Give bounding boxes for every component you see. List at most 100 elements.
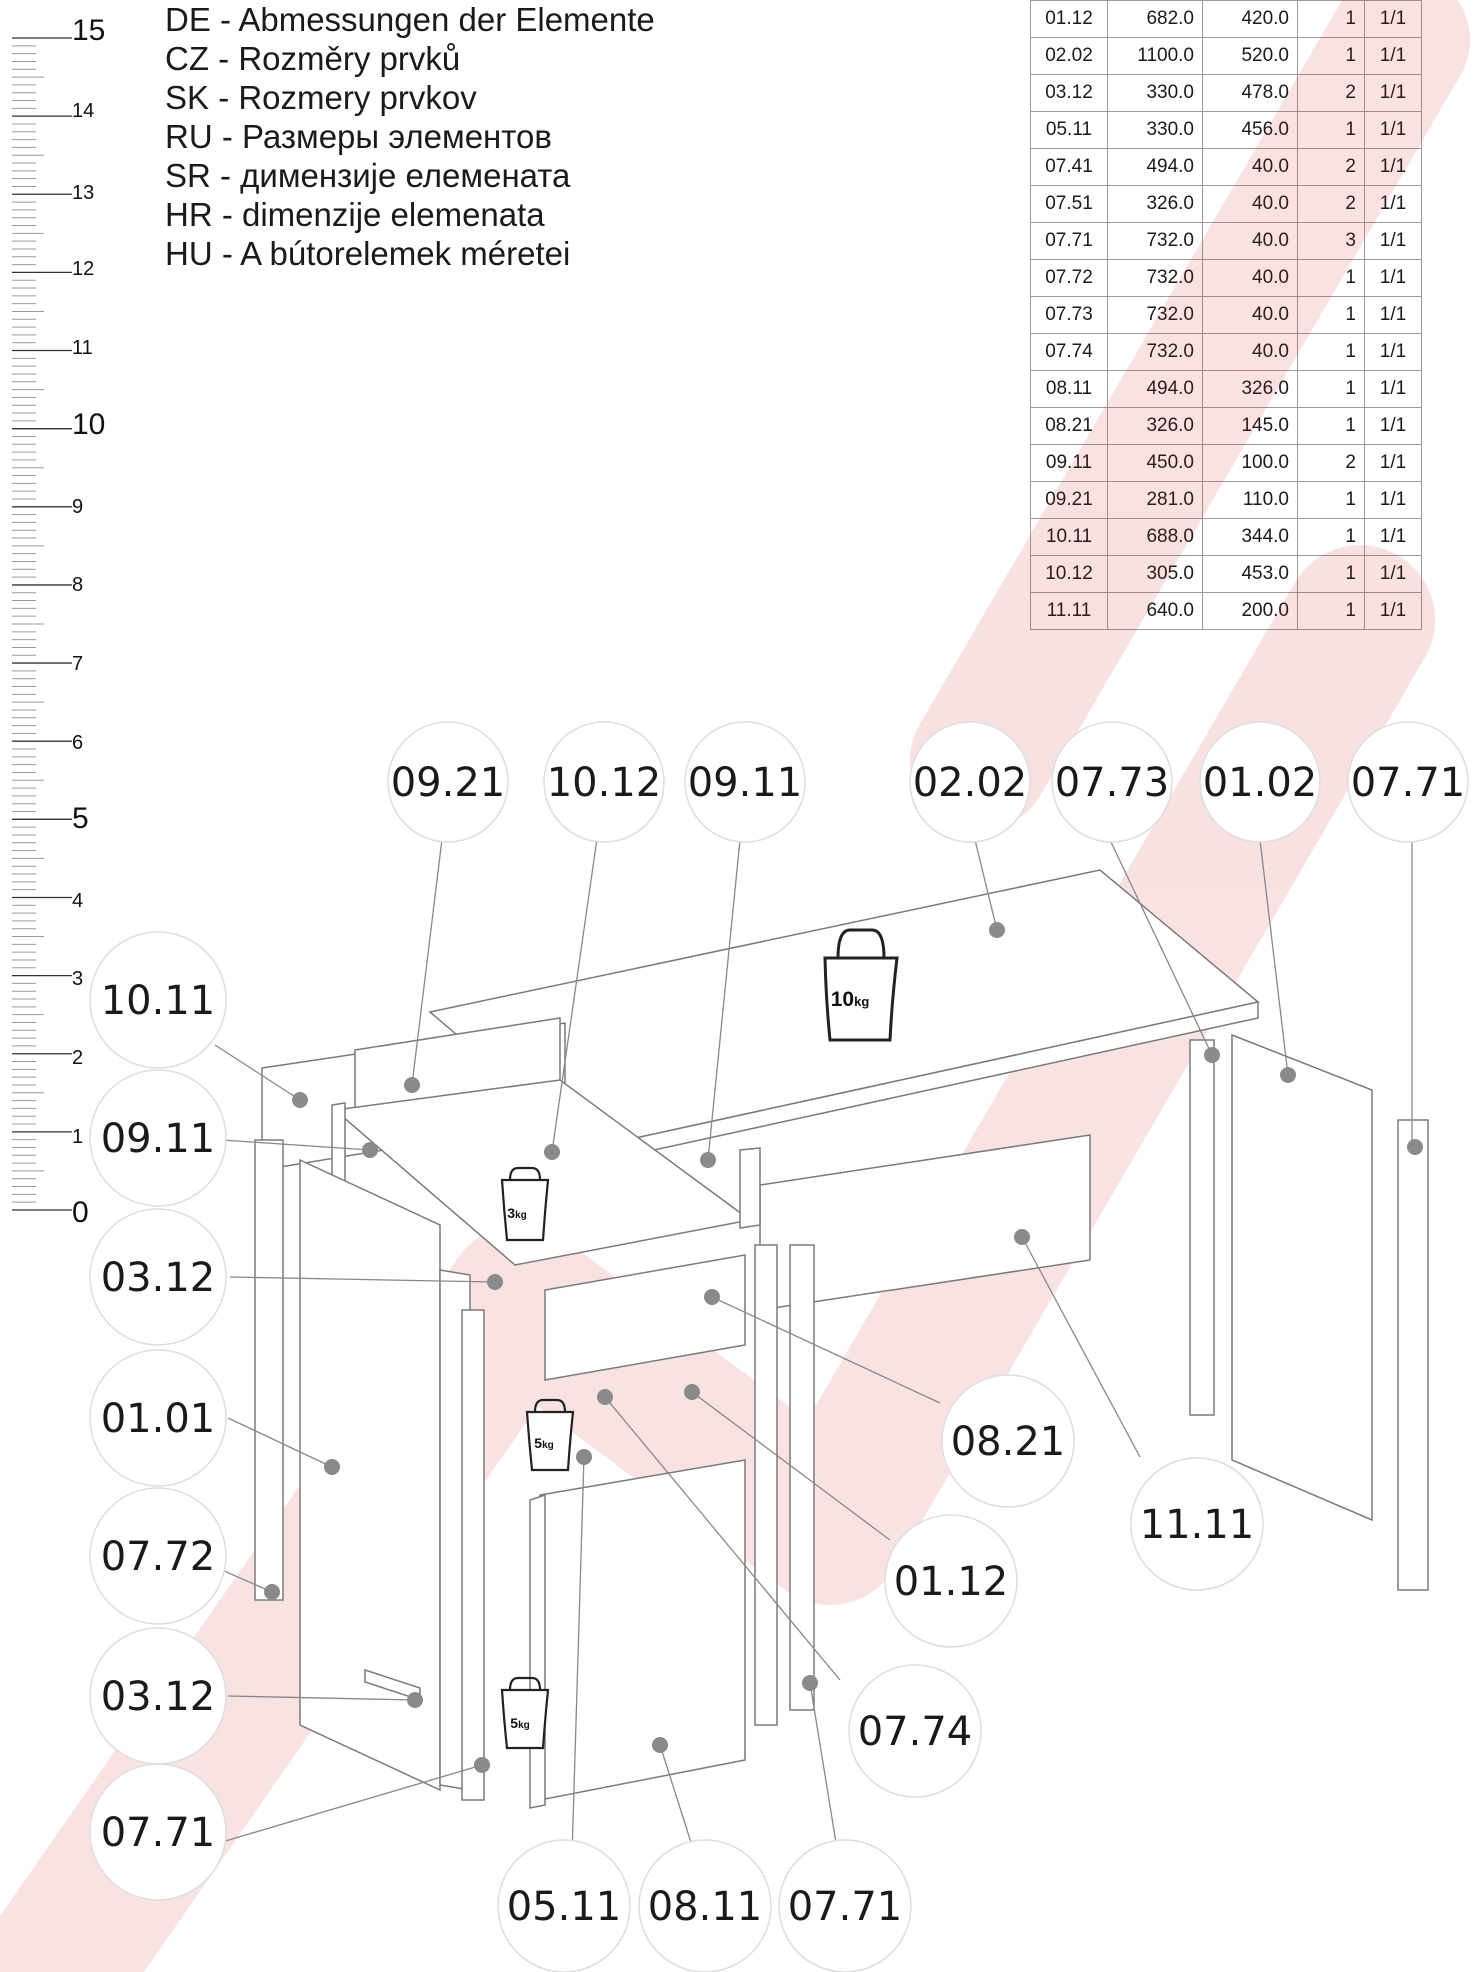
svg-text:01.01: 01.01 [101, 1396, 216, 1442]
bubble-0921: 09.21 [387, 721, 509, 843]
dot-1012 [544, 1144, 560, 1160]
table-cell: 1/1 [1364, 222, 1422, 260]
dot-0771-left [474, 1757, 490, 1773]
svg-text:03.12: 03.12 [101, 1674, 216, 1720]
ruler-label-15: 15 [72, 14, 106, 47]
language-title-list: DE - Abmessungen der Elemente CZ - Rozmě… [165, 0, 655, 273]
table-cell: 03.12 [1030, 74, 1108, 112]
ruler-label-9: 9 [72, 496, 84, 518]
bubble-0774: 07.74 [848, 1664, 982, 1798]
leader-0312b [227, 1695, 416, 1701]
bubble-0911-top: 09.11 [684, 721, 806, 843]
table-cell: 330.0 [1107, 111, 1203, 149]
table-cell: 07.41 [1030, 148, 1108, 186]
bubble-0771-top: 07.71 [1347, 721, 1469, 843]
svg-text:09.11: 09.11 [688, 760, 803, 806]
table-cell: 07.51 [1030, 185, 1108, 223]
panel-01-01 [299, 1158, 441, 1792]
table-cell: 732.0 [1107, 259, 1203, 297]
leg-07-71-front [789, 1244, 815, 1711]
ruler-label-11: 11 [72, 337, 93, 359]
ruler-label-6: 6 [72, 732, 84, 754]
bubble-0773: 07.73 [1051, 721, 1173, 843]
svg-text:02.02: 02.02 [913, 760, 1028, 806]
svg-text:07.73: 07.73 [1055, 760, 1170, 806]
table-cell: 145.0 [1202, 407, 1298, 445]
bubble-0112: 01.12 [884, 1514, 1018, 1648]
table-row: 07.72 732.0 40.0 1 1/1 [1030, 259, 1422, 297]
panel-09-11-right [739, 1147, 761, 1229]
leader-0771-left [221, 1764, 483, 1843]
table-cell: 1 [1297, 333, 1365, 371]
table-row: 10.11 688.0 344.0 1 1/1 [1030, 518, 1422, 556]
table-cell: 3 [1297, 222, 1365, 260]
weight-icon-3kg-top: 3kg [500, 1166, 550, 1242]
table-cell: 330.0 [1107, 74, 1203, 112]
part-dots [264, 922, 1423, 1773]
ruler-label-5: 5 [72, 802, 89, 835]
dot-0771-bottom [802, 1675, 818, 1691]
table-cell: 1 [1297, 592, 1365, 630]
bubble-0771-left: 07.71 [89, 1763, 227, 1901]
ruler-label-2: 2 [72, 1047, 84, 1069]
dot-0773 [1204, 1047, 1220, 1063]
table-cell: 1/1 [1364, 592, 1422, 630]
table-cell: 40.0 [1202, 185, 1298, 223]
table-cell: 1/1 [1364, 407, 1422, 445]
table-cell: 1/1 [1364, 481, 1422, 519]
table-cell: 1/1 [1364, 555, 1422, 593]
watermark-stroke-2 [910, 0, 1470, 830]
weight-icon-10kg: 10kg [823, 928, 899, 1042]
watermark-stroke [0, 545, 1435, 1972]
ruler-label-14: 14 [72, 100, 95, 122]
ruler-label-12: 12 [72, 258, 95, 280]
ruler-label-3: 3 [72, 968, 84, 990]
table-row: 02.02 1100.0 520.0 1 1/1 [1030, 37, 1422, 75]
leader-0774 [604, 1396, 841, 1681]
dot-0312b [407, 1692, 423, 1708]
table-cell: 02.02 [1030, 37, 1108, 75]
dot-0811 [652, 1737, 668, 1753]
leader-0102 [1259, 839, 1289, 1076]
title-hr: HR - dimenzije elemenata [165, 196, 545, 233]
table-cell: 326.0 [1107, 185, 1203, 223]
table-cell: 326.0 [1202, 370, 1298, 408]
table-cell: 732.0 [1107, 296, 1203, 334]
table-row: 09.11 450.0 100.0 2 1/1 [1030, 444, 1422, 482]
weight-icon-5kg-mid: 5kg [525, 1398, 575, 1472]
table-cell: 07.74 [1030, 333, 1108, 371]
leader-0911-left [221, 1139, 371, 1151]
table-cell: 09.21 [1030, 481, 1108, 519]
bubble-0102: 01.02 [1199, 721, 1321, 843]
table-cell: 1/1 [1364, 444, 1422, 482]
table-cell: 453.0 [1202, 555, 1298, 593]
title-hu: HU - A bútorelemek méretei [165, 235, 571, 272]
bubble-0101: 01.01 [89, 1349, 227, 1487]
svg-text:11.11: 11.11 [1140, 1502, 1255, 1548]
table-cell: 1/1 [1364, 259, 1422, 297]
table-cell: 326.0 [1107, 407, 1203, 445]
svg-text:01.02: 01.02 [1203, 760, 1318, 806]
bubble-0821: 08.21 [941, 1374, 1075, 1508]
table-cell: 420.0 [1202, 0, 1298, 38]
dot-0101 [324, 1459, 340, 1475]
dot-0511 [576, 1449, 592, 1465]
panel-01-02 [1231, 1033, 1373, 1522]
ruler-label-1: 1 [72, 1126, 84, 1148]
ruler-label-8: 8 [72, 574, 84, 596]
scale-ruler: 15 14 13 12 11 10 9 8 7 6 5 4 3 2 1 0 [0, 0, 120, 1230]
table-cell: 1/1 [1364, 74, 1422, 112]
svg-text:10kg: 10kg [831, 988, 870, 1011]
table-cell: 09.11 [1030, 444, 1108, 482]
leader-1011 [214, 1044, 301, 1101]
leader-0821 [711, 1296, 941, 1404]
svg-text:07.71: 07.71 [788, 1884, 903, 1930]
ruler-label-0: 0 [72, 1196, 89, 1229]
table-cell: 10.11 [1030, 518, 1108, 556]
svg-text:07.72: 07.72 [101, 1534, 216, 1580]
bubble-0312a: 03.12 [89, 1208, 227, 1346]
title-cz: CZ - Rozměry prvků [165, 40, 461, 77]
table-cell: 1/1 [1364, 185, 1422, 223]
leader-0112 [691, 1391, 891, 1541]
leader-0771-bottom [809, 1682, 839, 1856]
